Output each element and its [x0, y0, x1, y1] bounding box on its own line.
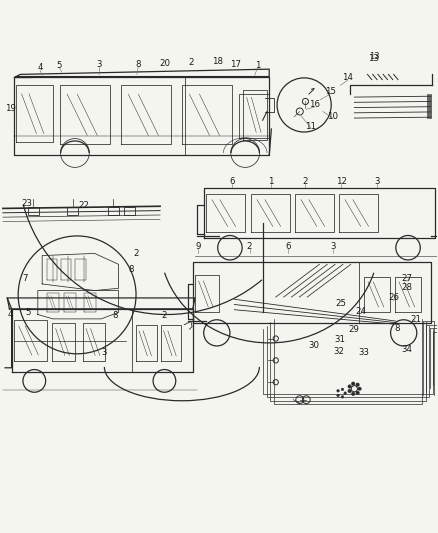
Text: 28: 28 — [401, 283, 412, 292]
Text: 8: 8 — [128, 265, 134, 274]
Text: 2: 2 — [188, 58, 193, 67]
Text: 2: 2 — [247, 242, 252, 251]
Text: 30: 30 — [309, 342, 320, 351]
Circle shape — [356, 383, 359, 386]
Text: 3: 3 — [374, 177, 380, 186]
Text: 1: 1 — [254, 61, 260, 70]
Text: 34: 34 — [401, 345, 412, 354]
Text: 3: 3 — [331, 242, 336, 251]
Bar — [28, 207, 39, 215]
Text: 8: 8 — [394, 324, 400, 333]
Text: 4: 4 — [37, 63, 43, 72]
Text: 15: 15 — [325, 87, 336, 96]
Text: 19: 19 — [5, 104, 16, 113]
Text: 7: 7 — [22, 274, 28, 283]
Text: 6: 6 — [285, 242, 291, 251]
Text: 5: 5 — [57, 61, 62, 70]
Text: 13: 13 — [368, 54, 379, 63]
Text: 8: 8 — [112, 311, 118, 320]
Circle shape — [344, 392, 346, 394]
Text: 4: 4 — [7, 310, 13, 319]
Text: 9: 9 — [195, 242, 201, 251]
Text: 22: 22 — [78, 201, 89, 210]
Text: 23: 23 — [21, 199, 32, 208]
Text: 6: 6 — [230, 177, 235, 186]
Text: 10: 10 — [327, 112, 338, 121]
Circle shape — [356, 391, 359, 394]
Text: 21: 21 — [411, 315, 422, 324]
Circle shape — [358, 387, 361, 391]
Bar — [124, 207, 135, 215]
Circle shape — [337, 394, 339, 397]
Text: 33: 33 — [358, 349, 370, 358]
Text: 24: 24 — [355, 306, 367, 316]
Circle shape — [348, 389, 351, 393]
Text: 14: 14 — [343, 74, 353, 83]
Circle shape — [337, 390, 339, 392]
Circle shape — [341, 388, 344, 391]
Text: 32: 32 — [334, 347, 345, 356]
Text: 3: 3 — [102, 349, 107, 358]
Circle shape — [348, 385, 351, 388]
Text: 16: 16 — [309, 100, 320, 109]
Text: 11: 11 — [305, 122, 316, 131]
Circle shape — [351, 382, 355, 385]
Text: 1: 1 — [268, 177, 273, 186]
Bar — [108, 207, 119, 215]
Text: 2: 2 — [162, 311, 167, 320]
Circle shape — [341, 395, 344, 398]
Text: 18: 18 — [212, 57, 223, 66]
Text: 20: 20 — [159, 59, 170, 68]
Text: 2: 2 — [133, 249, 139, 258]
Text: 25: 25 — [335, 299, 346, 308]
Text: 13: 13 — [369, 52, 379, 61]
Text: 3: 3 — [96, 60, 102, 69]
Text: 27: 27 — [401, 274, 412, 283]
Text: 5: 5 — [25, 308, 31, 317]
Text: 31: 31 — [335, 335, 346, 344]
Text: 17: 17 — [230, 60, 240, 69]
Bar — [67, 207, 78, 215]
Text: 12: 12 — [336, 177, 347, 186]
Text: 2: 2 — [303, 177, 308, 186]
Circle shape — [351, 392, 355, 395]
Text: 26: 26 — [388, 294, 399, 302]
Text: 29: 29 — [348, 325, 359, 334]
Text: 8: 8 — [135, 60, 141, 69]
